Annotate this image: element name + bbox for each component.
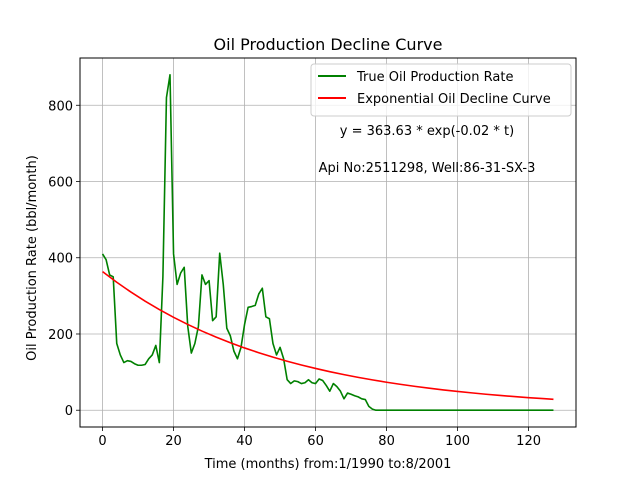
exponential-decline-line	[102, 270, 554, 401]
y-tick-label: 400	[48, 252, 73, 267]
y-tick-label: 800	[48, 99, 73, 114]
legend-label-true-production: True Oil Production Rate	[356, 70, 513, 85]
y-tick-label: 0	[65, 404, 73, 419]
y-axis-label: Oil Production Rate (bbl/month)	[25, 155, 40, 361]
x-tick-label: 120	[516, 434, 541, 449]
true-production-line	[101, 73, 554, 412]
x-tick-label: 40	[236, 434, 253, 449]
axis-ticks: 0 20 40 60 80 100 120 0 200 400 600 800	[48, 99, 541, 449]
y-tick-label: 200	[48, 328, 73, 343]
x-tick-label: 0	[98, 434, 106, 449]
equation-annotation: y = 363.63 * exp(-0.02 * t)	[340, 124, 514, 139]
x-tick-label: 20	[165, 434, 182, 449]
y-tick-label: 600	[48, 176, 73, 191]
well-annotation: Api No:2511298, Well:86-31-SX-3	[319, 161, 536, 176]
x-tick-label: 60	[307, 434, 324, 449]
legend-label-exponential-decline: Exponential Oil Decline Curve	[357, 92, 551, 107]
x-tick-label: 100	[445, 434, 470, 449]
plot-series	[101, 73, 554, 412]
chart-title: Oil Production Decline Curve	[214, 35, 443, 54]
legend-box	[310, 63, 572, 117]
plot-frame	[79, 57, 577, 428]
x-tick-label: 80	[378, 434, 395, 449]
legend: True Oil Production Rate Exponential Oil…	[310, 63, 572, 117]
x-axis-label: Time (months) from:1/1990 to:8/2001	[204, 457, 452, 472]
